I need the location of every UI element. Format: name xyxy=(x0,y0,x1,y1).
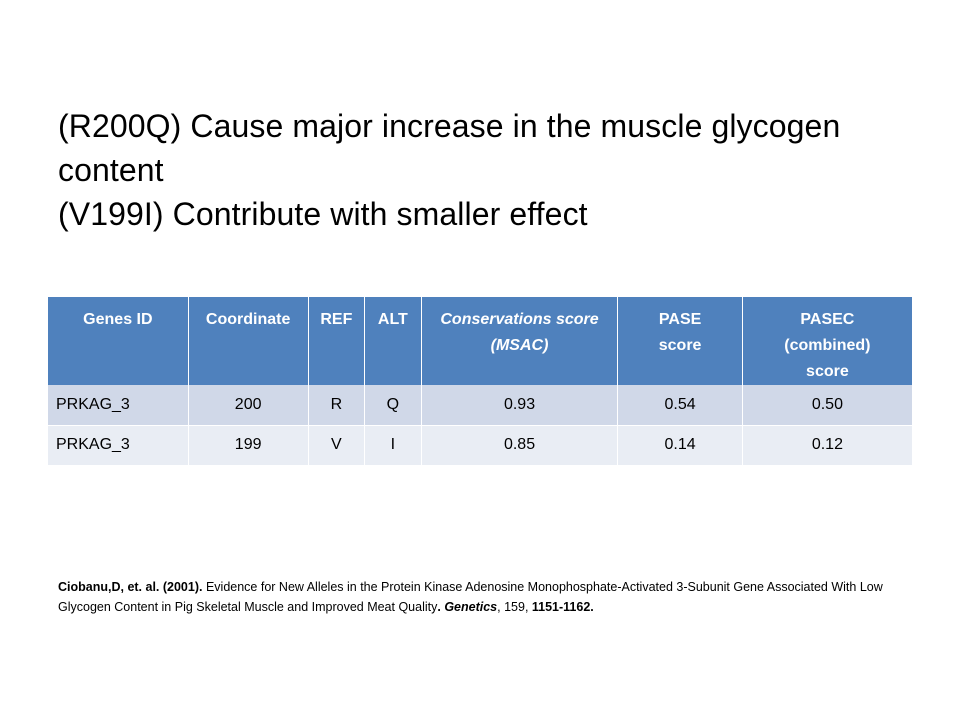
cell-coordinate: 200 xyxy=(187,385,309,425)
headline-line-3: (V199I) Contribute with smaller effect xyxy=(58,196,588,232)
headline-line-2: content xyxy=(58,152,164,188)
cell-conservation: 0.85 xyxy=(420,425,618,465)
header-pase-line-2: score xyxy=(658,337,702,354)
citation-journal: Genetics xyxy=(444,600,498,614)
header-coordinate: Coordinate xyxy=(187,297,309,385)
table-row: PRKAG_3 199 V I 0.85 0.14 0.12 xyxy=(48,425,912,465)
citation-pages: 1151-1162. xyxy=(531,600,594,614)
cell-conservation: 0.93 xyxy=(420,385,618,425)
header-pase-score: PASE score xyxy=(617,297,743,385)
header-genes-id: Genes ID xyxy=(48,297,189,385)
header-conservation-score: Conservations score (MSAC) xyxy=(420,297,618,385)
cell-pasec: 0.12 xyxy=(741,425,912,465)
cell-ref: R xyxy=(307,385,365,425)
header-pasec-line-2: (combined) xyxy=(784,337,871,354)
table-row: PRKAG_3 200 R Q 0.93 0.54 0.50 xyxy=(48,385,912,425)
slide-headline: (R200Q) Cause major increase in the musc… xyxy=(58,104,918,236)
header-pasec-line-1: PASEC xyxy=(800,311,855,328)
citation-period: . xyxy=(437,600,441,614)
cell-pase: 0.54 xyxy=(617,385,743,425)
header-pasec-line-3: score xyxy=(806,363,849,380)
citation-authors: Ciobanu,D, et. al. (2001). xyxy=(58,580,203,594)
header-ref: REF xyxy=(307,297,365,385)
cell-genes-id: PRKAG_3 xyxy=(48,385,189,425)
headline-line-1: (R200Q) Cause major increase in the musc… xyxy=(58,108,841,144)
cell-coordinate: 199 xyxy=(187,425,309,465)
header-conservation-line-2: (MSAC) xyxy=(490,337,549,354)
cell-alt: I xyxy=(364,425,422,465)
header-conservation-line-1: Conservations score xyxy=(440,311,599,328)
header-alt: ALT xyxy=(364,297,422,385)
cell-alt: Q xyxy=(364,385,422,425)
citation: Ciobanu,D, et. al. (2001). Evidence for … xyxy=(58,577,908,617)
header-pasec-score: PASEC (combined) score xyxy=(741,297,912,385)
cell-ref: V xyxy=(307,425,365,465)
table-header-row: Genes ID Coordinate REF ALT Conservation… xyxy=(48,297,912,385)
citation-volume: , 159, xyxy=(497,600,532,614)
cell-pase: 0.14 xyxy=(617,425,743,465)
header-pase-line-1: PASE xyxy=(658,311,702,328)
citation-title: Evidence for New Alleles in the Protein … xyxy=(58,580,883,614)
variant-scores-table: Genes ID Coordinate REF ALT Conservation… xyxy=(48,297,912,465)
cell-genes-id: PRKAG_3 xyxy=(48,425,189,465)
cell-pasec: 0.50 xyxy=(741,385,912,425)
